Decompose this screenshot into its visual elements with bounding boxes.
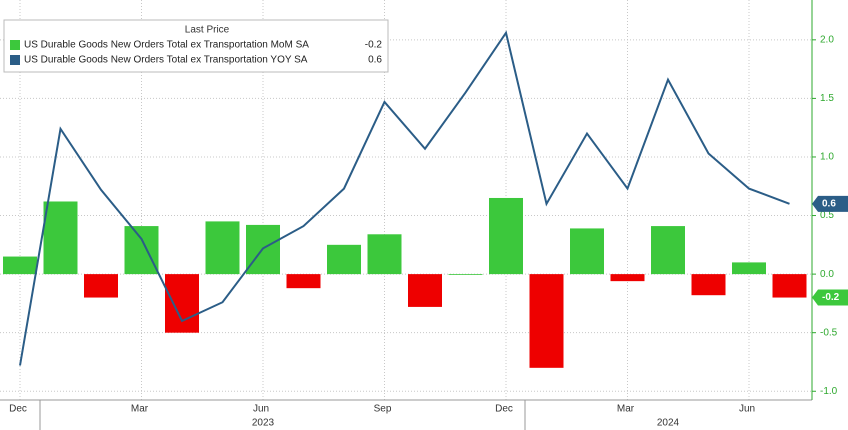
year-label: 2023 xyxy=(252,418,275,429)
bar xyxy=(367,234,402,275)
y-tick-label: -1.0 xyxy=(820,386,838,397)
y-tick-label: 1.5 xyxy=(820,93,834,104)
x-tick-label: Mar xyxy=(131,404,149,415)
bar xyxy=(489,197,523,275)
legend-box xyxy=(3,19,389,73)
bar xyxy=(84,274,118,298)
y-tick-label: 0.0 xyxy=(820,269,834,280)
x-tick-label: Mar xyxy=(617,404,635,415)
bar xyxy=(327,244,361,275)
x-tick-label: Sep xyxy=(374,404,392,415)
x-tick-label: Jun xyxy=(739,404,755,415)
bar xyxy=(691,274,726,296)
value-label: 0.6 xyxy=(822,198,836,209)
legend-swatch xyxy=(10,55,20,65)
y-tick-label: 1.0 xyxy=(820,152,834,163)
bar xyxy=(651,226,685,275)
legend-label: US Durable Goods New Orders Total ex Tra… xyxy=(24,40,309,51)
bar xyxy=(610,274,645,282)
bar xyxy=(408,274,442,307)
y-tick-label: 2.0 xyxy=(820,34,834,45)
y-tick-label: 0.5 xyxy=(820,210,834,221)
x-tick-label: Dec xyxy=(495,404,513,415)
legend-swatch xyxy=(10,40,20,50)
value-label: -0.2 xyxy=(822,292,840,303)
y-tick-label: -0.5 xyxy=(820,327,838,338)
bar xyxy=(570,228,604,275)
legend-value: -0.2 xyxy=(365,40,383,51)
legend: Last Price US Durable Goods New Orders To… xyxy=(3,19,389,73)
legend-label: US Durable Goods New Orders Total ex Tra… xyxy=(24,55,308,66)
year-label: 2024 xyxy=(657,418,680,429)
bar xyxy=(286,274,321,289)
bar xyxy=(43,201,78,275)
legend-title: Last Price xyxy=(185,25,230,36)
line xyxy=(19,30,790,366)
bar xyxy=(772,274,807,298)
bar xyxy=(3,256,37,275)
bar xyxy=(124,226,159,275)
value-tag xyxy=(812,195,848,212)
bar xyxy=(529,274,564,368)
bar xyxy=(448,274,483,275)
x-tick-label: Dec xyxy=(9,404,27,415)
legend-value: 0.6 xyxy=(368,55,382,66)
x-tick-label: Jun xyxy=(253,404,269,415)
value-tag xyxy=(812,289,848,306)
bar xyxy=(732,262,766,275)
bar xyxy=(165,274,199,333)
bar xyxy=(205,221,240,275)
